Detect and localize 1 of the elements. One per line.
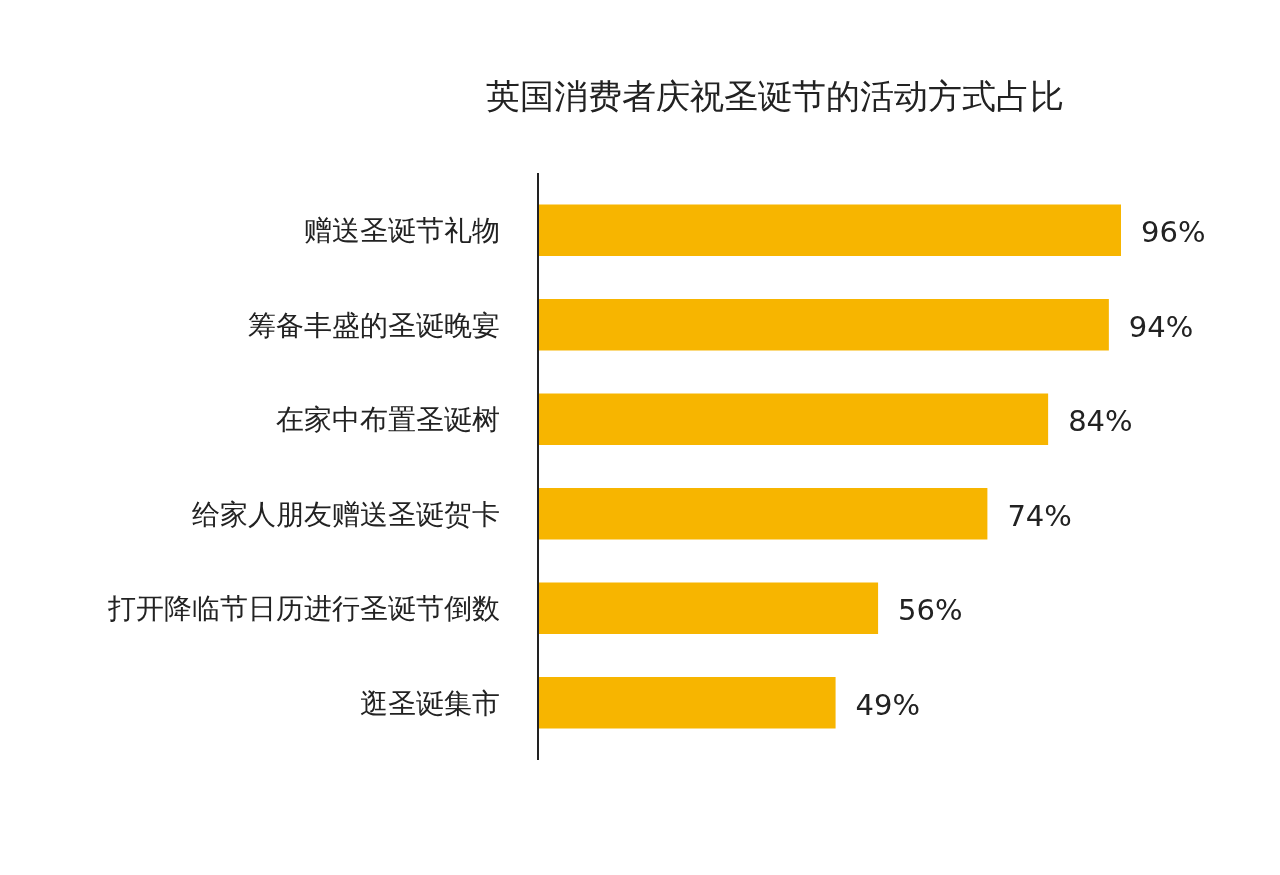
title: 英国消费者庆祝圣诞节的活动方式占比 [486,76,1064,116]
